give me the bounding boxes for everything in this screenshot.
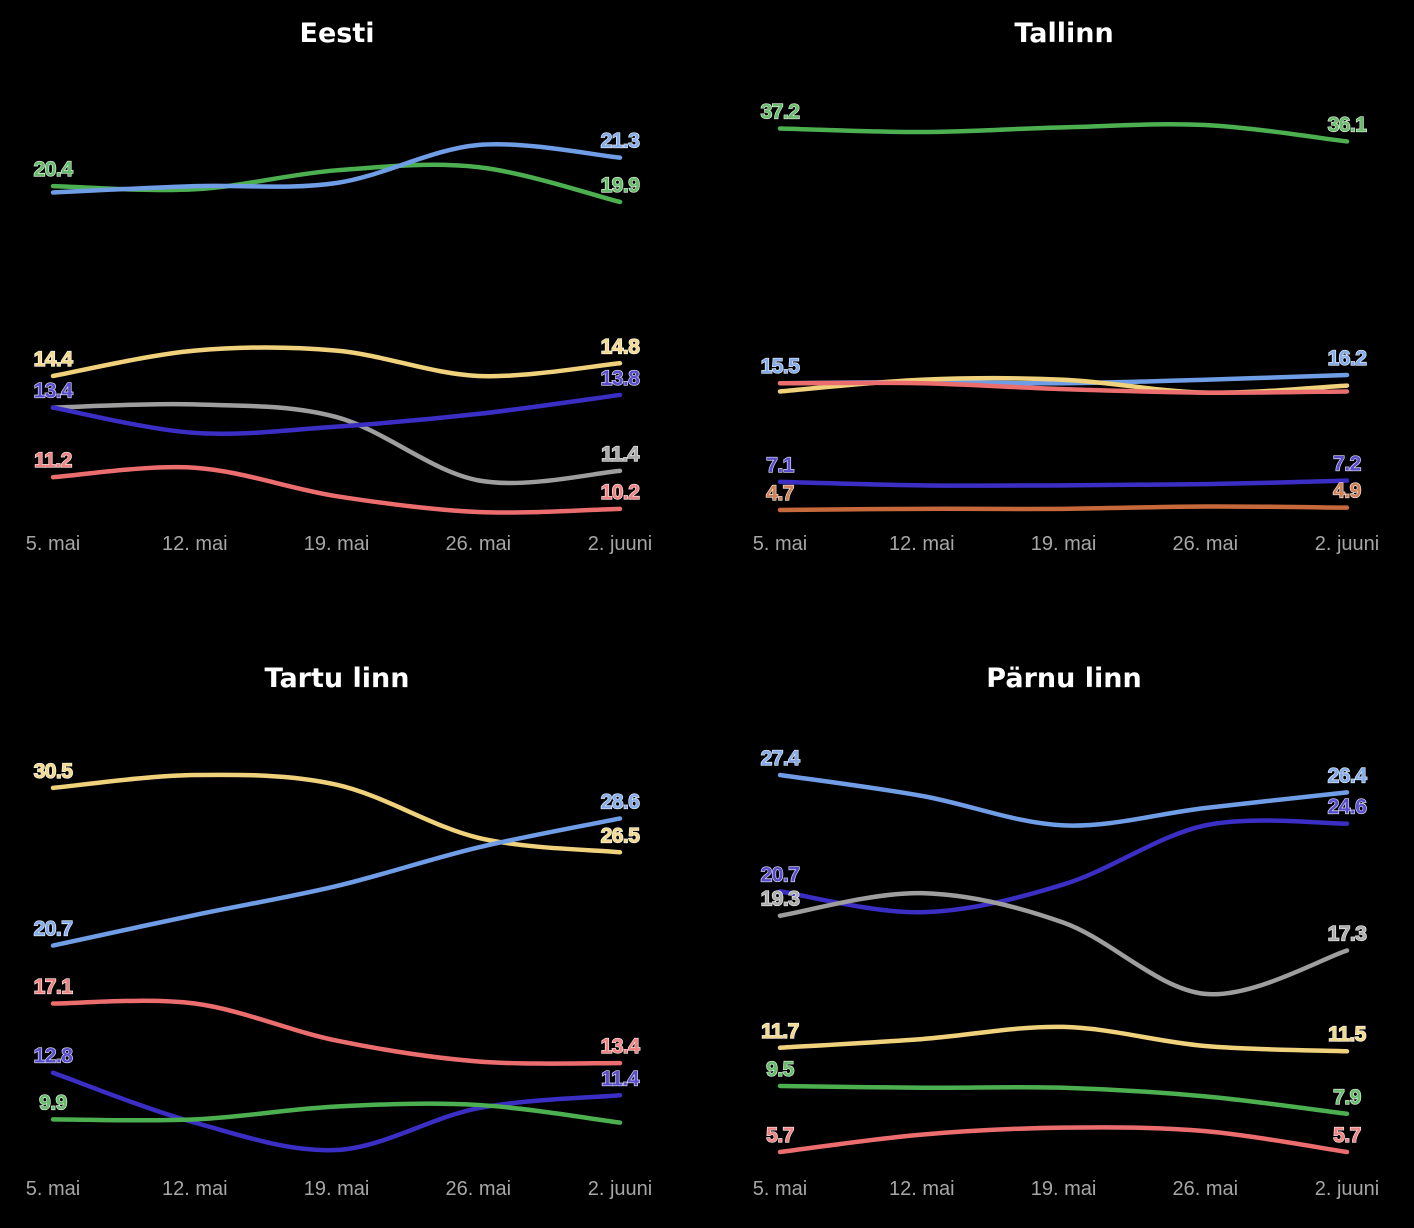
series-line [50,392,623,437]
start-value-label: 15.5 [761,355,801,378]
start-value-label: 13.4 [34,380,74,403]
start-value-label: 20.7 [761,863,800,886]
start-value-label: 30.5 [34,760,74,783]
end-value-label: 7.9 [1333,1086,1361,1109]
end-value-label: 11.5 [1328,1023,1367,1046]
end-value-label: 10.2 [601,481,640,504]
series-line [777,380,1350,395]
start-value-label: 11.7 [761,1020,799,1043]
series-line [50,464,623,515]
series-line [50,142,623,195]
series-line [777,121,1350,144]
end-value-label: 5.7 [1333,1124,1361,1147]
x-tick-label: 2. juuni [588,1178,653,1200]
start-value-label: 7.1 [766,454,795,477]
x-tick-label: 5. mai [753,533,807,555]
chart-panel-2: Tallinn 5. mai 12. mai 19. mai 26. mai 2. juu… [753,18,1379,555]
chart-title: Pärnu linn [986,663,1141,694]
x-tick-label: 12. mai [889,533,955,555]
x-tick-label: 19. mai [1031,533,1097,555]
series-line [777,1125,1350,1155]
x-tick-label: 2. juuni [1315,533,1380,555]
x-tick-label: 19. mai [304,533,370,555]
start-value-label: 27.4 [761,747,801,770]
start-value-label: 4.7 [766,482,794,505]
x-tick-label: 5. mai [26,1178,80,1200]
series-line [50,816,623,948]
x-tick-label: 12. mai [162,533,228,555]
x-tick-label: 2. juuni [588,533,653,555]
series-line [777,772,1350,828]
start-value-label: 9.9 [39,1091,67,1114]
end-value-label: 19.9 [601,174,640,197]
chart-panel-1: Eesti 5. mai 12. mai 19. mai 26. mai 2. juuni… [26,18,652,555]
series-line [50,345,623,379]
series-line [50,998,623,1066]
x-tick-label: 26. mai [445,1178,511,1200]
start-value-label: 5.7 [766,1124,794,1147]
x-tick-label: 26. mai [1172,1178,1238,1200]
x-tick-label: 2. juuni [1315,1178,1380,1200]
end-value-label: 24.6 [1328,796,1367,819]
series-line [777,1024,1350,1054]
start-value-label: 17.1 [34,976,74,999]
chart-title: Eesti [300,18,375,49]
start-value-label: 12.8 [34,1045,74,1068]
series-line [50,772,623,855]
start-value-label: 20.4 [34,158,74,181]
x-tick-label: 26. mai [1172,533,1238,555]
chart-panel-4: Pärnu linn 5. mai 12. mai 19. mai 26. mai 2. … [753,663,1379,1200]
x-tick-label: 26. mai [445,533,511,555]
end-value-label: 13.8 [601,367,641,390]
end-value-label: 26.5 [601,824,641,847]
x-tick-label: 5. mai [26,533,80,555]
series-line [777,478,1350,488]
series-line [50,1101,623,1125]
end-value-label: 4.9 [1333,480,1361,503]
x-tick-label: 19. mai [1031,1178,1097,1200]
x-tick-label: 12. mai [162,1178,228,1200]
end-value-label: 11.4 [601,443,640,466]
series-line [777,1083,1350,1117]
chart-title: Tallinn [1014,18,1113,49]
x-tick-label: 19. mai [304,1178,370,1200]
chart-panel-3: Tartu linn 5. mai 12. mai 19. mai 26. mai 2. … [26,663,652,1200]
start-value-label: 14.4 [34,348,74,371]
start-value-label: 9.5 [766,1058,795,1081]
chart-title: Tartu linn [265,663,410,694]
start-value-label: 20.7 [34,918,73,941]
series-line [777,504,1350,513]
end-value-label: 28.6 [601,790,640,813]
end-value-label: 26.4 [1328,764,1368,787]
end-value-label: 17.3 [1328,922,1367,945]
end-value-label: 36.1 [1328,113,1368,136]
start-value-label: 37.2 [761,101,800,124]
end-value-label: 11.4 [601,1067,640,1090]
start-value-label: 11.2 [34,449,72,472]
series-line [777,890,1350,997]
start-value-label: 19.3 [761,888,800,911]
end-value-label: 16.2 [1328,347,1367,370]
end-value-label: 13.4 [601,1035,641,1058]
series-line [777,818,1350,915]
end-value-label: 21.3 [601,130,640,153]
x-tick-label: 12. mai [889,1178,955,1200]
series-line [50,401,623,486]
end-value-label: 14.8 [601,335,641,358]
x-tick-label: 5. mai [753,1178,807,1200]
series-line [50,1070,623,1153]
end-value-label: 7.2 [1333,453,1361,476]
